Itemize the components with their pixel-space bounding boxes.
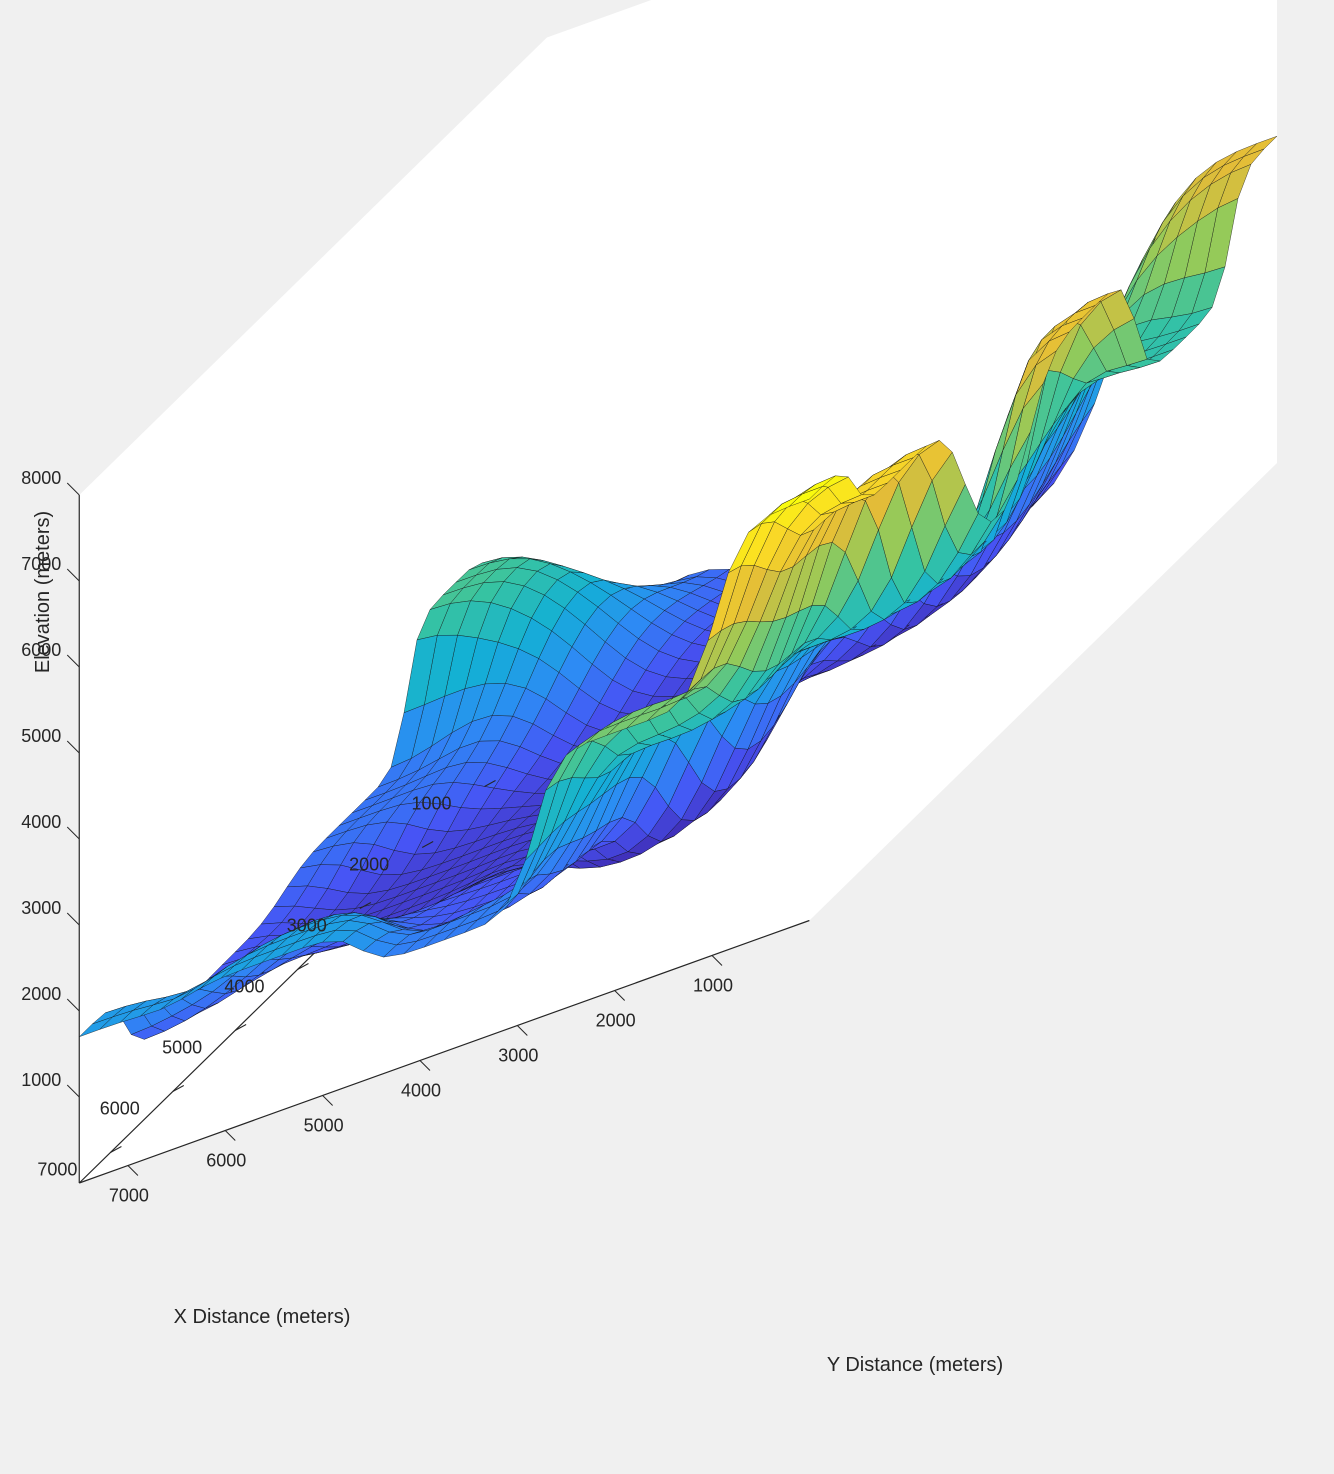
z-tick-mark bbox=[66, 740, 80, 754]
y-tick-label: 7000 bbox=[109, 1185, 149, 1205]
z-tick-mark bbox=[66, 998, 80, 1012]
x-tick-label: 5000 bbox=[162, 1037, 202, 1057]
y-tick-mark bbox=[711, 955, 723, 966]
y-tick-mark bbox=[224, 1130, 236, 1141]
z-tick-label: 5000 bbox=[21, 726, 61, 746]
x-tick-mark bbox=[421, 841, 434, 848]
x-tick-mark bbox=[297, 963, 309, 970]
y-tick-mark bbox=[516, 1025, 528, 1036]
y-tick-mark bbox=[614, 990, 626, 1001]
y-tick-mark bbox=[322, 1095, 333, 1106]
z-tick-mark bbox=[66, 482, 80, 496]
tick-labels: 1000 2000 3000 4000 5000 6000 7000 8000 1000 2000… bbox=[21, 468, 733, 1206]
surface-cell bbox=[79, 1016, 113, 1038]
x-tick-mark bbox=[110, 1146, 122, 1153]
z-tick-label: 7000 bbox=[21, 554, 61, 574]
z-tick-mark bbox=[66, 1084, 80, 1098]
y-tick-mark bbox=[419, 1060, 431, 1071]
z-tick-label: 1000 bbox=[21, 1070, 61, 1090]
z-tick-label: 2000 bbox=[21, 984, 61, 1004]
z-tick-mark bbox=[66, 654, 80, 668]
x-tick-mark bbox=[172, 1085, 185, 1092]
y-tick-label: 2000 bbox=[596, 1010, 636, 1030]
z-tick-mark bbox=[66, 826, 80, 840]
z-tick-label: 6000 bbox=[21, 640, 61, 660]
x-tick-label: 4000 bbox=[224, 976, 264, 996]
y-tick-label: 1000 bbox=[693, 975, 733, 995]
x-tick-label: 3000 bbox=[287, 915, 327, 935]
x-tick-mark bbox=[359, 902, 372, 909]
y-axis-title: Y Distance (meters) bbox=[827, 1354, 1003, 1376]
z-tick-mark bbox=[66, 568, 80, 582]
z-tick-label: 8000 bbox=[21, 468, 61, 488]
y-axis-line bbox=[79, 919, 810, 1184]
y-tick-label: 3000 bbox=[498, 1045, 538, 1065]
z-tick-label: 4000 bbox=[21, 812, 61, 832]
z-tick-mark bbox=[66, 912, 80, 926]
x-axis-title: X Distance (meters) bbox=[174, 1306, 351, 1328]
x-tick-label: 7000 bbox=[37, 1159, 77, 1179]
z-tick-label: 3000 bbox=[21, 898, 61, 918]
x-tick-label: 6000 bbox=[100, 1098, 140, 1118]
x-tick-mark bbox=[484, 780, 496, 787]
y-tick-label: 5000 bbox=[304, 1115, 344, 1135]
y-tick-mark bbox=[127, 1165, 139, 1176]
z-axis-title: Elevation (meters) bbox=[32, 511, 54, 673]
x-tick-label: 1000 bbox=[411, 793, 451, 813]
y-tick-label: 6000 bbox=[206, 1150, 246, 1170]
surface-mesh bbox=[79, 135, 1278, 1040]
x-tick-mark bbox=[234, 1024, 247, 1031]
x-tick-label: 2000 bbox=[349, 854, 389, 874]
y-tick-label: 4000 bbox=[401, 1080, 441, 1100]
